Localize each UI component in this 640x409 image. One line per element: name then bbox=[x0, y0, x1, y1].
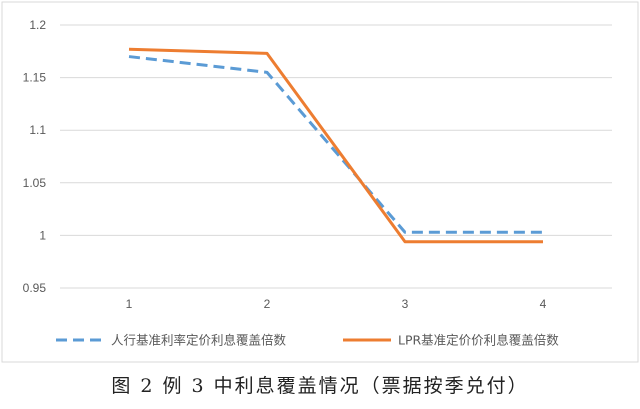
y-tick-label: 1.15 bbox=[23, 71, 47, 85]
line-chart: 0.95 1 1.05 1.1 1.15 1.2 1 2 3 4 人行基准利率定价利息覆盖倍数 L… bbox=[1, 1, 639, 363]
x-axis-tick-labels: 1 2 3 4 bbox=[126, 297, 547, 311]
x-tick-label: 4 bbox=[540, 297, 547, 311]
y-tick-label: 0.95 bbox=[23, 281, 47, 295]
legend-label: LPR基准定价价利息覆盖倍数 bbox=[398, 333, 559, 348]
chart-area: 0.95 1 1.05 1.1 1.15 1.2 1 2 3 4 人行基准利率定价利息覆盖倍数 L… bbox=[1, 1, 639, 363]
y-tick-label: 1 bbox=[39, 228, 46, 242]
y-tick-label: 1.1 bbox=[29, 123, 46, 137]
legend: 人行基准利率定价利息覆盖倍数 LPR基准定价价利息覆盖倍数 bbox=[56, 333, 559, 348]
legend-label: 人行基准利率定价利息覆盖倍数 bbox=[111, 333, 287, 348]
series-line-1 bbox=[128, 55, 543, 234]
x-tick-label: 2 bbox=[264, 297, 271, 311]
series-line-2 bbox=[128, 47, 543, 244]
y-tick-label: 1.2 bbox=[29, 18, 46, 32]
x-tick-label: 3 bbox=[402, 297, 409, 311]
chart-border bbox=[1, 1, 639, 363]
x-tick-label: 1 bbox=[126, 297, 133, 311]
y-tick-label: 1.05 bbox=[23, 176, 47, 190]
series-lines bbox=[128, 47, 543, 244]
y-axis-tick-labels: 0.95 1 1.05 1.1 1.15 1.2 bbox=[23, 18, 47, 295]
figure-caption: 图 2 例 3 中利息覆盖情况（票据按季兑付） bbox=[111, 375, 529, 397]
grid-lines bbox=[60, 24, 612, 289]
